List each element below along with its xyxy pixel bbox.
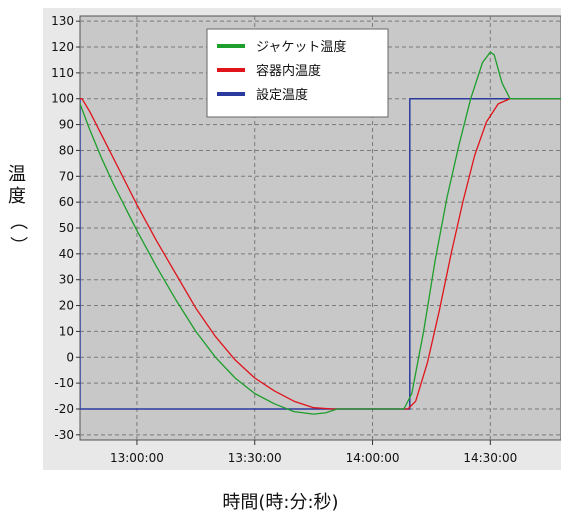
x-axis-label: 時間(時:分:秒) bbox=[222, 492, 339, 513]
y-axis-label-char: （ bbox=[7, 212, 28, 230]
series-line-1 bbox=[80, 98, 561, 410]
legend-entry-label: 容器内温度 bbox=[256, 63, 321, 79]
legend-box bbox=[206, 28, 389, 118]
y-tick-label: 0 bbox=[66, 350, 74, 364]
y-tick-label: -20 bbox=[54, 402, 74, 416]
legend-entry-label: 設定温度 bbox=[256, 87, 308, 103]
y-tick-label: 80 bbox=[59, 143, 74, 157]
x-tick-label: 13:30:00 bbox=[228, 451, 282, 465]
y-tick-label: -30 bbox=[54, 428, 74, 442]
y-tick-label: 130 bbox=[51, 14, 74, 28]
y-tick-label: 10 bbox=[59, 324, 74, 338]
series-lines bbox=[80, 51, 561, 415]
y-tick-label: 70 bbox=[59, 169, 74, 183]
y-tick-label: 110 bbox=[51, 66, 74, 80]
series-line-0 bbox=[80, 51, 561, 415]
legend-entry-label: ジャケット温度 bbox=[256, 39, 346, 55]
y-tick-label: 30 bbox=[59, 273, 74, 287]
y-axis-label-char: ） bbox=[7, 236, 28, 254]
x-tick-label: 13:00:00 bbox=[110, 451, 164, 465]
y-axis-label-char: 温 bbox=[8, 164, 26, 185]
x-tick-label: 14:00:00 bbox=[346, 451, 400, 465]
grid-lines bbox=[80, 16, 561, 440]
series-line-2 bbox=[80, 97, 561, 410]
y-tick-label: 100 bbox=[51, 92, 74, 106]
axis-ticks: 1301201101009080706050403020100-10-20-30… bbox=[51, 14, 517, 465]
y-tick-label: 60 bbox=[59, 195, 74, 209]
y-tick-label: 40 bbox=[59, 247, 74, 261]
y-tick-label: 120 bbox=[51, 40, 74, 54]
y-tick-label: -10 bbox=[54, 376, 74, 390]
y-axis-label-char: 度 bbox=[8, 186, 26, 207]
x-tick-label: 14:30:00 bbox=[463, 451, 517, 465]
y-tick-label: 50 bbox=[59, 221, 74, 235]
y-tick-label: 90 bbox=[59, 118, 74, 132]
y-tick-label: 20 bbox=[59, 299, 74, 313]
